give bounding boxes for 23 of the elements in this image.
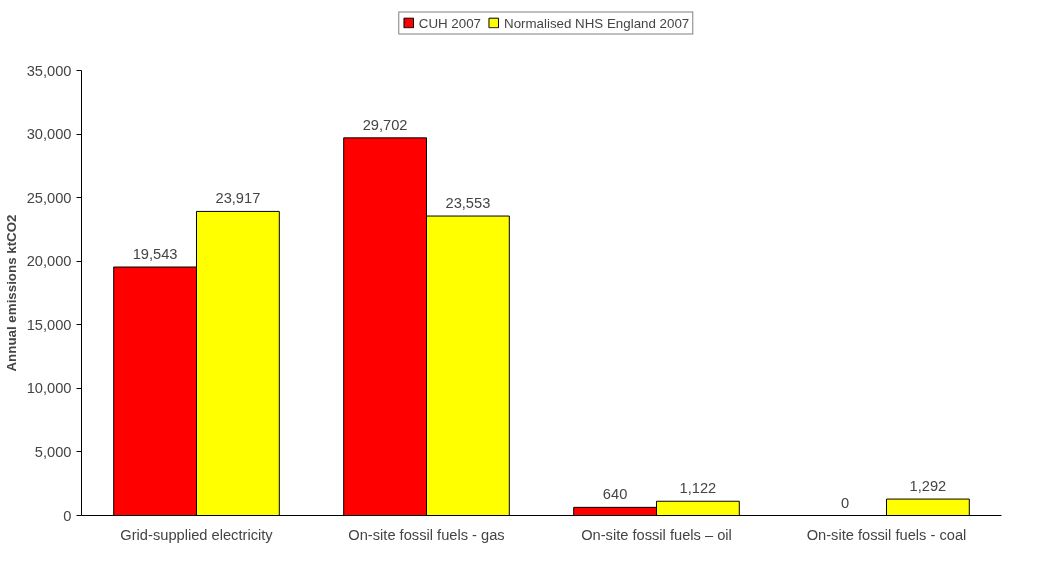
y-tick-label: 15,000 [26, 316, 72, 333]
y-tick-label: 10,000 [26, 380, 72, 397]
data-label: 640 [602, 486, 628, 503]
data-label: 0 [841, 494, 850, 511]
data-label: 1,292 [909, 478, 947, 495]
legend-label: CUH 2007 [418, 15, 482, 30]
data-label: 23,917 [215, 190, 261, 207]
legend-label: Normalised NHS England 2007 [504, 15, 690, 30]
data-label: 29,702 [362, 116, 408, 133]
y-tick-label: 35,000 [26, 62, 72, 79]
x-tick-label: On-site fossil fuels – oil [581, 526, 732, 543]
y-axis-title: Annual emissions ktCO2 [3, 214, 19, 372]
data-label: 19,543 [132, 246, 178, 263]
x-tick-label: Grid-supplied electricity [120, 526, 274, 543]
y-tick-label: 20,000 [26, 253, 72, 270]
y-tick-label: 5,000 [34, 443, 72, 460]
y-tick-label: 30,000 [26, 126, 72, 143]
data-label: 1,122 [679, 480, 717, 497]
data-label: 23,553 [445, 195, 491, 212]
y-tick-label: 0 [63, 507, 72, 524]
x-tick-label: On-site fossil fuels - coal [806, 526, 967, 543]
x-tick-label: On-site fossil fuels - gas [348, 526, 505, 543]
y-tick-label: 25,000 [26, 189, 72, 206]
